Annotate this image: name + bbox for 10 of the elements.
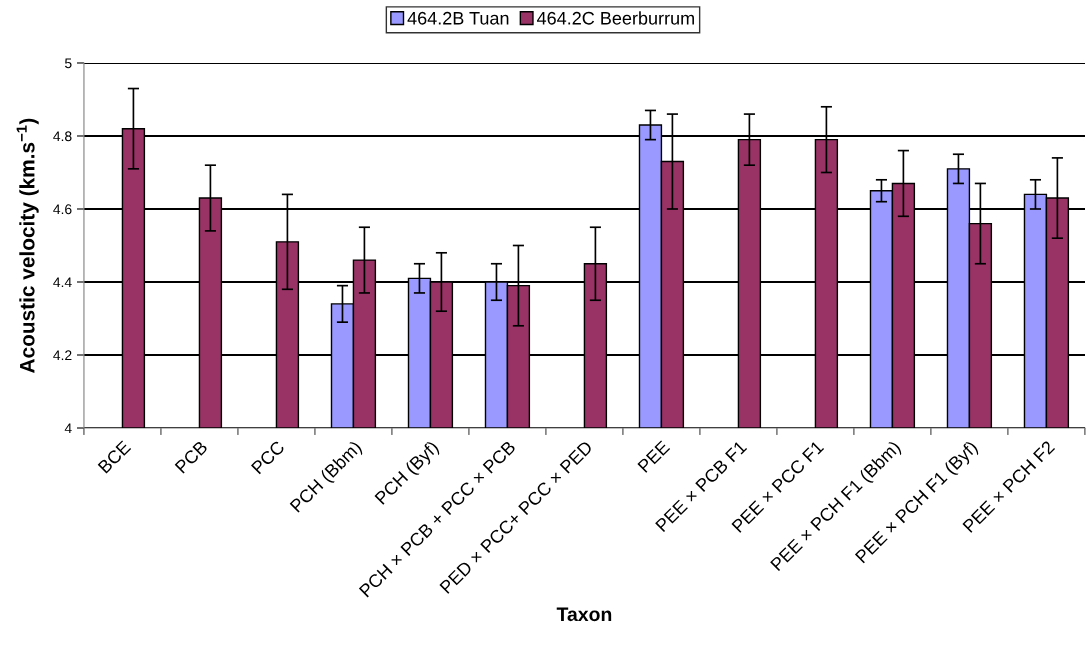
legend-label: 464.2B Tuan [407,11,509,25]
y-tick-label: 5 [64,58,72,69]
y-tick-label: 4.4 [53,277,72,288]
legend-label: 464.2C Beerburrum [537,11,694,25]
y-tick-label: 4 [64,423,72,434]
y-tick-label: 4.2 [53,350,72,361]
y-tick-label: 4.8 [53,131,72,142]
y-axis-title: Acoustic velocity (km.s$^{−1}$) [16,118,39,373]
x-axis-title: Taxon [556,607,612,622]
y-tick-label: 4.6 [53,204,72,215]
